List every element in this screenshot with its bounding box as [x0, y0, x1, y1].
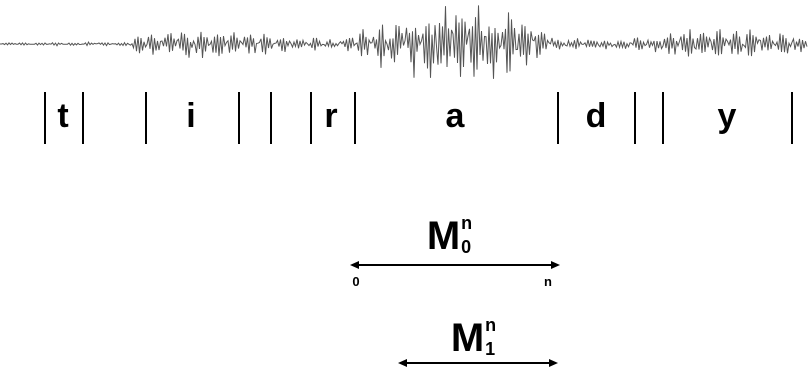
segment-boundary — [634, 92, 636, 144]
phone-label-y: y — [717, 97, 737, 135]
window-start-label-m0: 0 — [352, 274, 360, 289]
segment-boundary — [662, 92, 664, 144]
segment-boundary — [557, 92, 559, 144]
segment-boundary — [791, 92, 793, 144]
speech-waveform — [0, 5, 808, 79]
segment-boundary — [354, 92, 356, 144]
window-superscript: n — [461, 213, 473, 233]
phone-label-i: i — [186, 97, 196, 135]
window-symbol: M — [426, 214, 461, 258]
phone-label-a: a — [445, 97, 465, 135]
waveform-trace — [0, 5, 808, 79]
phone-label-d: d — [585, 97, 607, 135]
segment-boundary — [310, 92, 312, 144]
window-subscript: 0 — [461, 237, 472, 257]
segment-boundary — [270, 92, 272, 144]
window-arrow-m1 — [398, 359, 558, 367]
phone-label-t: t — [57, 97, 69, 135]
segment-boundary — [238, 92, 240, 144]
window-arrow-m0 — [350, 261, 560, 269]
window-subscript: 1 — [485, 339, 496, 359]
window-end-label-m0: n — [544, 274, 552, 289]
window-symbol: M — [450, 316, 485, 360]
segment-boundary — [145, 92, 147, 144]
window-superscript: n — [485, 315, 497, 335]
phone-label-r: r — [324, 97, 338, 135]
segment-boundary — [44, 92, 46, 144]
segment-boundary — [82, 92, 84, 144]
